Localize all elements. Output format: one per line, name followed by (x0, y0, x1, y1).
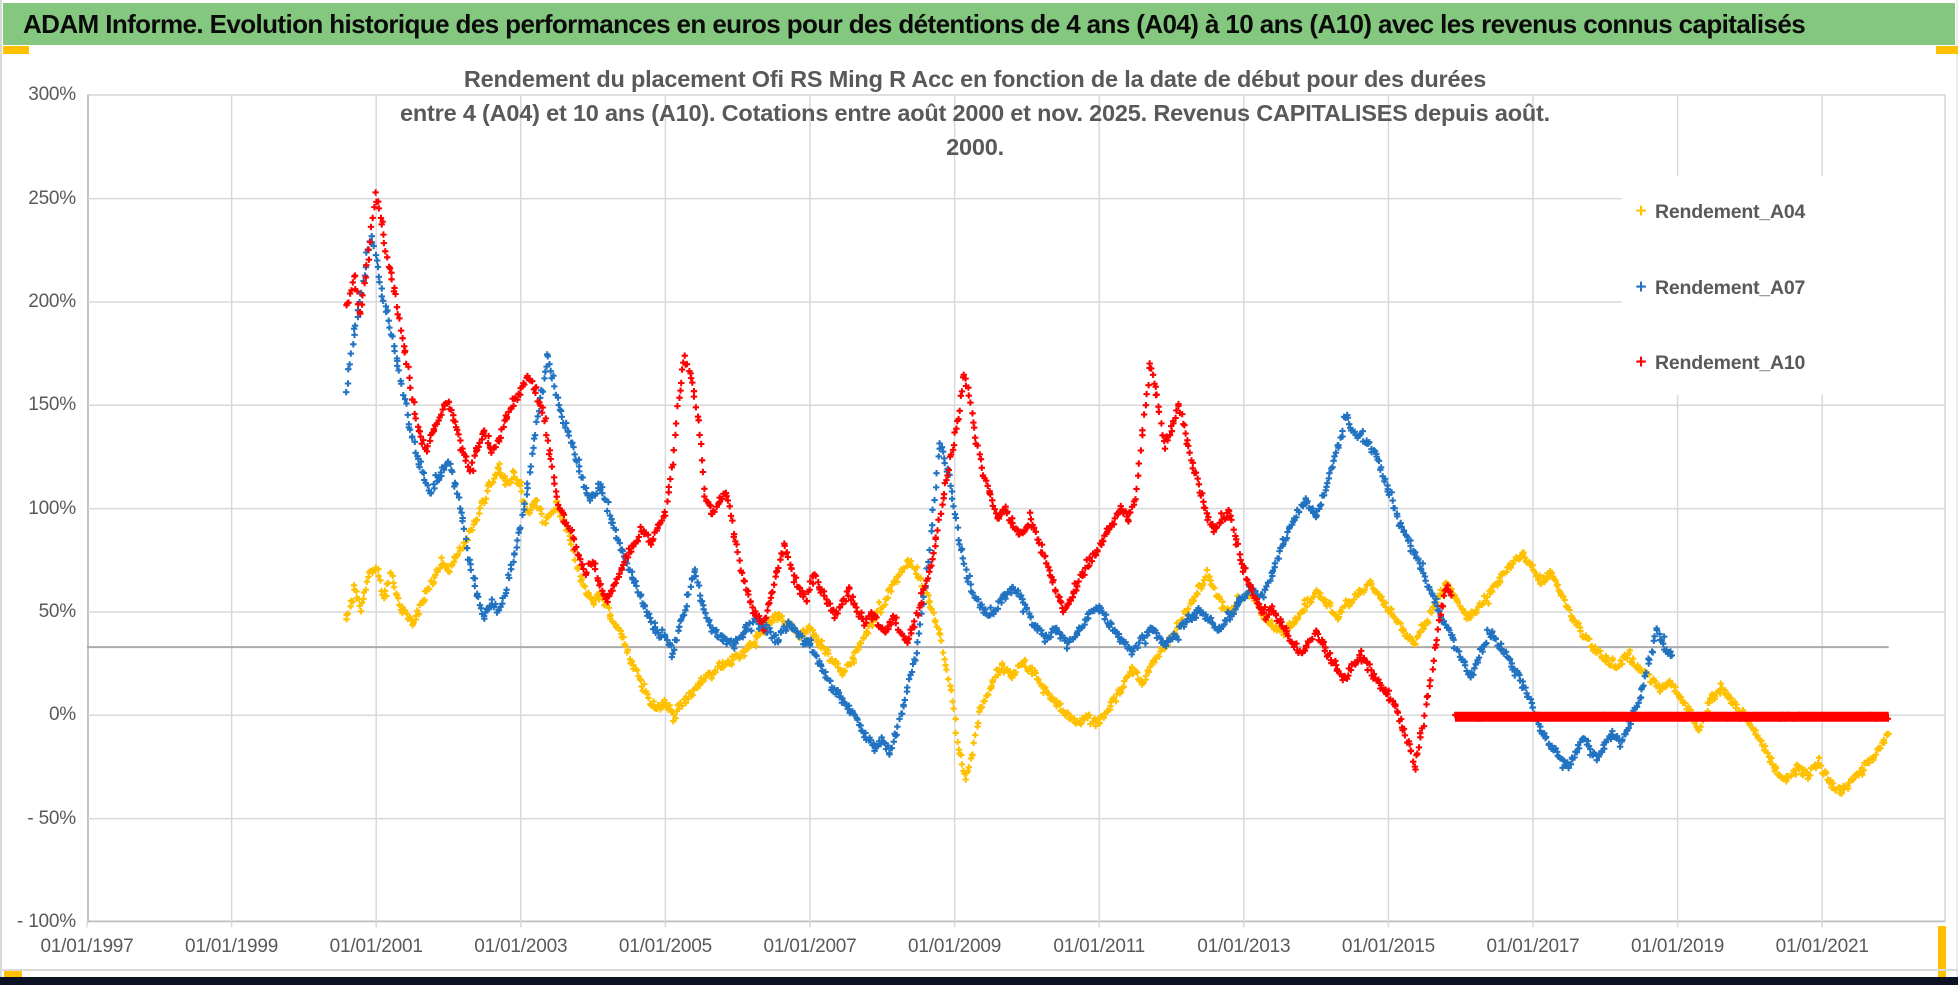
y-tick-label: - 100% (16, 910, 76, 932)
x-tick-label: 01/01/2017 (1486, 936, 1580, 957)
x-tick-label: 01/01/2005 (618, 936, 712, 957)
chart-title-line1: Rendement du placement Ofi RS Ming R Acc… (463, 66, 1487, 92)
series-rendement_a10 (343, 189, 1455, 773)
x-tick-label: 01/01/2021 (1775, 936, 1869, 957)
x-tick-label: 01/01/2015 (1341, 936, 1435, 957)
x-tick-label: 01/01/2003 (474, 936, 568, 957)
plus-marker-icon: + (1635, 201, 1647, 222)
y-tick-label: - 50% (27, 807, 76, 829)
legend: + Rendement_A04 + Rendement_A07 + Rendement_A… (1622, 176, 1944, 395)
legend-item-label: Rendement_A10 (1655, 351, 1806, 374)
x-tick-label: 01/01/1999 (185, 936, 279, 957)
banner: ADAM Informe. Evolution historique des p… (3, 3, 1955, 45)
y-tick-label: 300% (28, 84, 76, 106)
x-tick-label: 01/01/2013 (1197, 936, 1291, 957)
series-rendement_a07 (343, 233, 1675, 772)
y-tick-label: 0% (48, 704, 76, 726)
banner-title: ADAM Informe. Evolution historique des p… (23, 8, 1806, 39)
x-tick-label: 01/01/2001 (329, 936, 423, 957)
gold-accent-bottom-right (1938, 926, 1946, 978)
x-tick-label: 01/01/2011 (1053, 936, 1146, 957)
legend-item-label: Rendement_A04 (1655, 200, 1806, 223)
x-tick-label: 01/01/1997 (40, 936, 134, 957)
plus-marker-icon: + (1635, 277, 1647, 298)
y-tick-label: 150% (28, 394, 76, 416)
y-tick-label: 200% (28, 290, 76, 312)
y-tick-label: 100% (28, 497, 76, 519)
y-tick-label: 250% (28, 187, 76, 209)
legend-item-rendement_a07: + Rendement_A07 (1630, 275, 1805, 301)
baseline-strip (0, 969, 1958, 971)
legend-item-rendement_a10: + Rendement_A10 (1630, 350, 1805, 376)
legend-item-label: Rendement_A07 (1655, 276, 1806, 299)
chart-title: Rendement du placement Ofi RS Ming R Acc… (370, 62, 1580, 164)
right-edge-border (1956, 0, 1958, 985)
legend-item-rendement_a04: + Rendement_A04 (1630, 199, 1805, 225)
y-tick-label: 50% (38, 600, 77, 622)
x-tick-label: 01/01/2009 (908, 936, 1002, 957)
gold-accent-top-right (1936, 46, 1958, 54)
x-tick-label: 01/01/2007 (763, 936, 857, 957)
gold-accent-top-left (3, 46, 29, 54)
series-rendement_a04 (343, 460, 1892, 797)
x-tick-label: 01/01/2019 (1631, 936, 1725, 957)
plus-marker-icon: + (1635, 352, 1647, 373)
gold-accent-bottom-left (4, 971, 22, 978)
bottom-bar (0, 977, 1958, 985)
zero-reference-line-markers (1452, 711, 1892, 722)
chart-title-line2: entre 4 (A04) et 10 ans (A10). Cotations… (400, 100, 1550, 160)
left-edge-border (0, 0, 2, 985)
